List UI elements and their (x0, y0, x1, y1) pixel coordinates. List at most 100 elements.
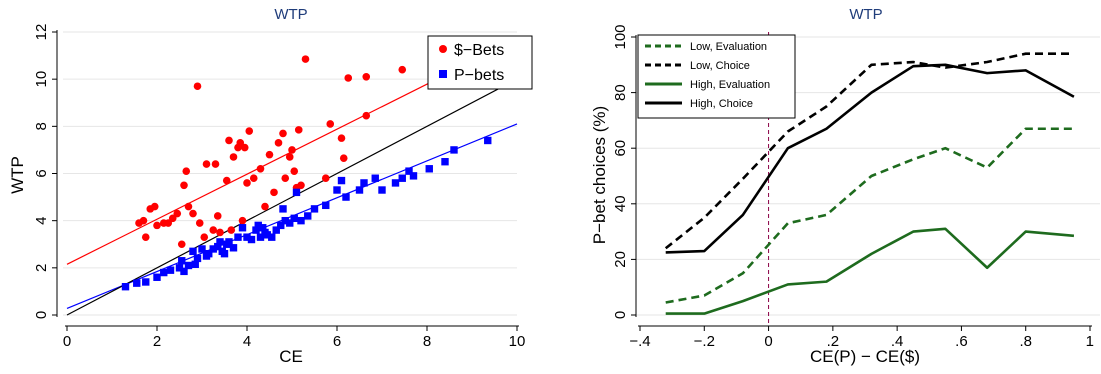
line-x-axis-label: CE(P) − CE($) (810, 347, 920, 366)
line-x-tick-label: −.4 (629, 333, 650, 350)
scatter-point-p-bet (337, 176, 346, 185)
scatter-point-dollar-bet (261, 202, 269, 211)
scatter-point-dollar-bet (202, 160, 211, 168)
scatter-point-p-bet (229, 244, 238, 252)
scatter-point-dollar-bet (362, 111, 371, 120)
scatter-y-tick-label: 10 (33, 71, 50, 88)
scatter-point-dollar-bet (297, 181, 305, 190)
scatter-point-p-bet (391, 179, 400, 187)
scatter-point-dollar-bet (274, 139, 283, 147)
legend-label-high-choice: High, Choice (690, 98, 753, 110)
scatter-point-dollar-bet (243, 179, 251, 187)
scatter-point-dollar-bet (240, 143, 249, 152)
scatter-point-dollar-bet (225, 136, 233, 145)
scatter-point-dollar-bet (285, 153, 294, 161)
line-x-tick-label: .4 (891, 333, 904, 350)
scatter-point-p-bet (360, 179, 368, 187)
scatter-point-dollar-bet (256, 164, 265, 173)
scatter-x-tick-label: 8 (423, 333, 431, 350)
scatter-y-tick-label: 2 (33, 264, 50, 272)
line-series (664, 52, 1075, 315)
scatter-point-dollar-bet (281, 174, 290, 183)
scatter-point-dollar-bet (139, 216, 148, 225)
scatter-point-dollar-bet (229, 153, 238, 161)
scatter-point-dollar-bet (180, 181, 188, 190)
scatter-x-tick-label: 6 (333, 333, 341, 350)
scatter-legend-box (427, 35, 533, 90)
scatter-point-dollar-bet (216, 228, 224, 237)
line-axes: 0 20 40 60 80 100 −.4 −.2 0 .2 .4 .6 .8 1 (612, 24, 1094, 350)
scatter-point-p-bet (175, 264, 184, 272)
scatter-point-p-bet (247, 235, 256, 244)
legend-marker-dollar-bets (439, 45, 447, 53)
scatter-point-p-bet (252, 226, 260, 234)
line-panel: WTP 0 20 40 60 80 100 −.4 −.2 0 .2 .4 .6 .8 1 CE(P) −… (590, 6, 1100, 366)
scatter-point-p-bet (142, 278, 150, 286)
scatter-point-p-bet (209, 245, 217, 253)
line-x-tick-label: −.2 (694, 333, 715, 350)
scatter-legend: $−Bets P−bets (427, 35, 533, 90)
scatter-point-p-bet (450, 146, 458, 154)
scatter-point-dollar-bet (182, 167, 191, 175)
scatter-x-tick-label: 0 (63, 333, 71, 350)
scatter-point-dollar-bet (245, 127, 254, 135)
scatter-point-p-bet (214, 242, 222, 251)
scatter-point-dollar-bet (290, 167, 299, 175)
scatter-point-dollar-bet (265, 150, 274, 159)
scatter-point-p-bet (333, 186, 341, 194)
line-series-high-choice (665, 63, 1075, 254)
scatter-point-dollar-bet (141, 233, 150, 241)
scatter-point-p-bet (220, 249, 229, 258)
scatter-point-p-bet (409, 172, 418, 180)
line-gridlines (635, 36, 1100, 316)
scatter-point-p-bet (371, 174, 379, 182)
scatter-point-p-bet (263, 231, 271, 239)
scatter-point-dollar-bet (326, 120, 335, 128)
scatter-fit-line (66, 78, 518, 316)
line-legend: Low, Evaluation Low, Choice High, Evalua… (637, 34, 796, 119)
line-y-tick-label: 60 (612, 140, 629, 157)
scatter-point-p-bet (225, 238, 233, 246)
scatter-point-p-bet (133, 279, 141, 287)
scatter-point-dollar-bet (301, 55, 310, 63)
scatter-point-p-bet (342, 193, 350, 201)
scatter-point-dollar-bet (279, 129, 287, 138)
scatter-point-p-bet (166, 266, 175, 274)
scatter-point-p-bet (205, 249, 213, 258)
scatter-point-dollar-bet (344, 74, 353, 82)
scatter-point-dollar-bet (249, 174, 258, 183)
scatter-point-dollar-bet (195, 219, 204, 227)
scatter-point-p-bet (322, 201, 330, 210)
line-y-tick-label: 100 (612, 24, 629, 49)
scatter-point-dollar-bet (222, 176, 231, 185)
line-series-low-evaluation (665, 127, 1074, 304)
scatter-point-dollar-bet (213, 212, 222, 220)
legend-label-low-evaluation: Low, Evaluation (690, 41, 767, 53)
line-x-tick-label: .2 (827, 333, 840, 350)
scatter-y-tick-label: 6 (33, 169, 50, 177)
scatter-point-dollar-bet (209, 226, 218, 234)
scatter-point-p-bet (193, 254, 202, 263)
scatter-point-p-bet (484, 136, 492, 145)
scatter-point-p-bet (297, 216, 305, 225)
scatter-point-p-bet (378, 186, 386, 194)
scatter-point-p-bet (279, 205, 287, 213)
scatter-x-tick-label: 2 (153, 333, 161, 350)
line-series-high-evaluation (665, 227, 1075, 315)
scatter-point-p-bet (254, 221, 262, 230)
line-x-tick-label: .8 (1019, 333, 1032, 350)
line-x-tick-label: .6 (955, 333, 968, 350)
scatter-point-p-bet (160, 268, 168, 277)
scatter-point-p-bet (405, 167, 413, 175)
scatter-point-p-bet (256, 233, 265, 241)
scatter-point-dollar-bet (270, 188, 278, 197)
scatter-point-dollar-bet (294, 126, 303, 134)
scatter-point-p-bet (216, 238, 224, 246)
legend-label-p-bets: P−bets (454, 67, 504, 84)
scatter-point-p-bet (234, 233, 242, 241)
line-series-low-choice (664, 52, 1074, 250)
scatter-x-tick-label: 10 (509, 333, 526, 350)
scatter-point-p-bet (189, 247, 197, 256)
scatter-point-p-bet (355, 186, 364, 194)
